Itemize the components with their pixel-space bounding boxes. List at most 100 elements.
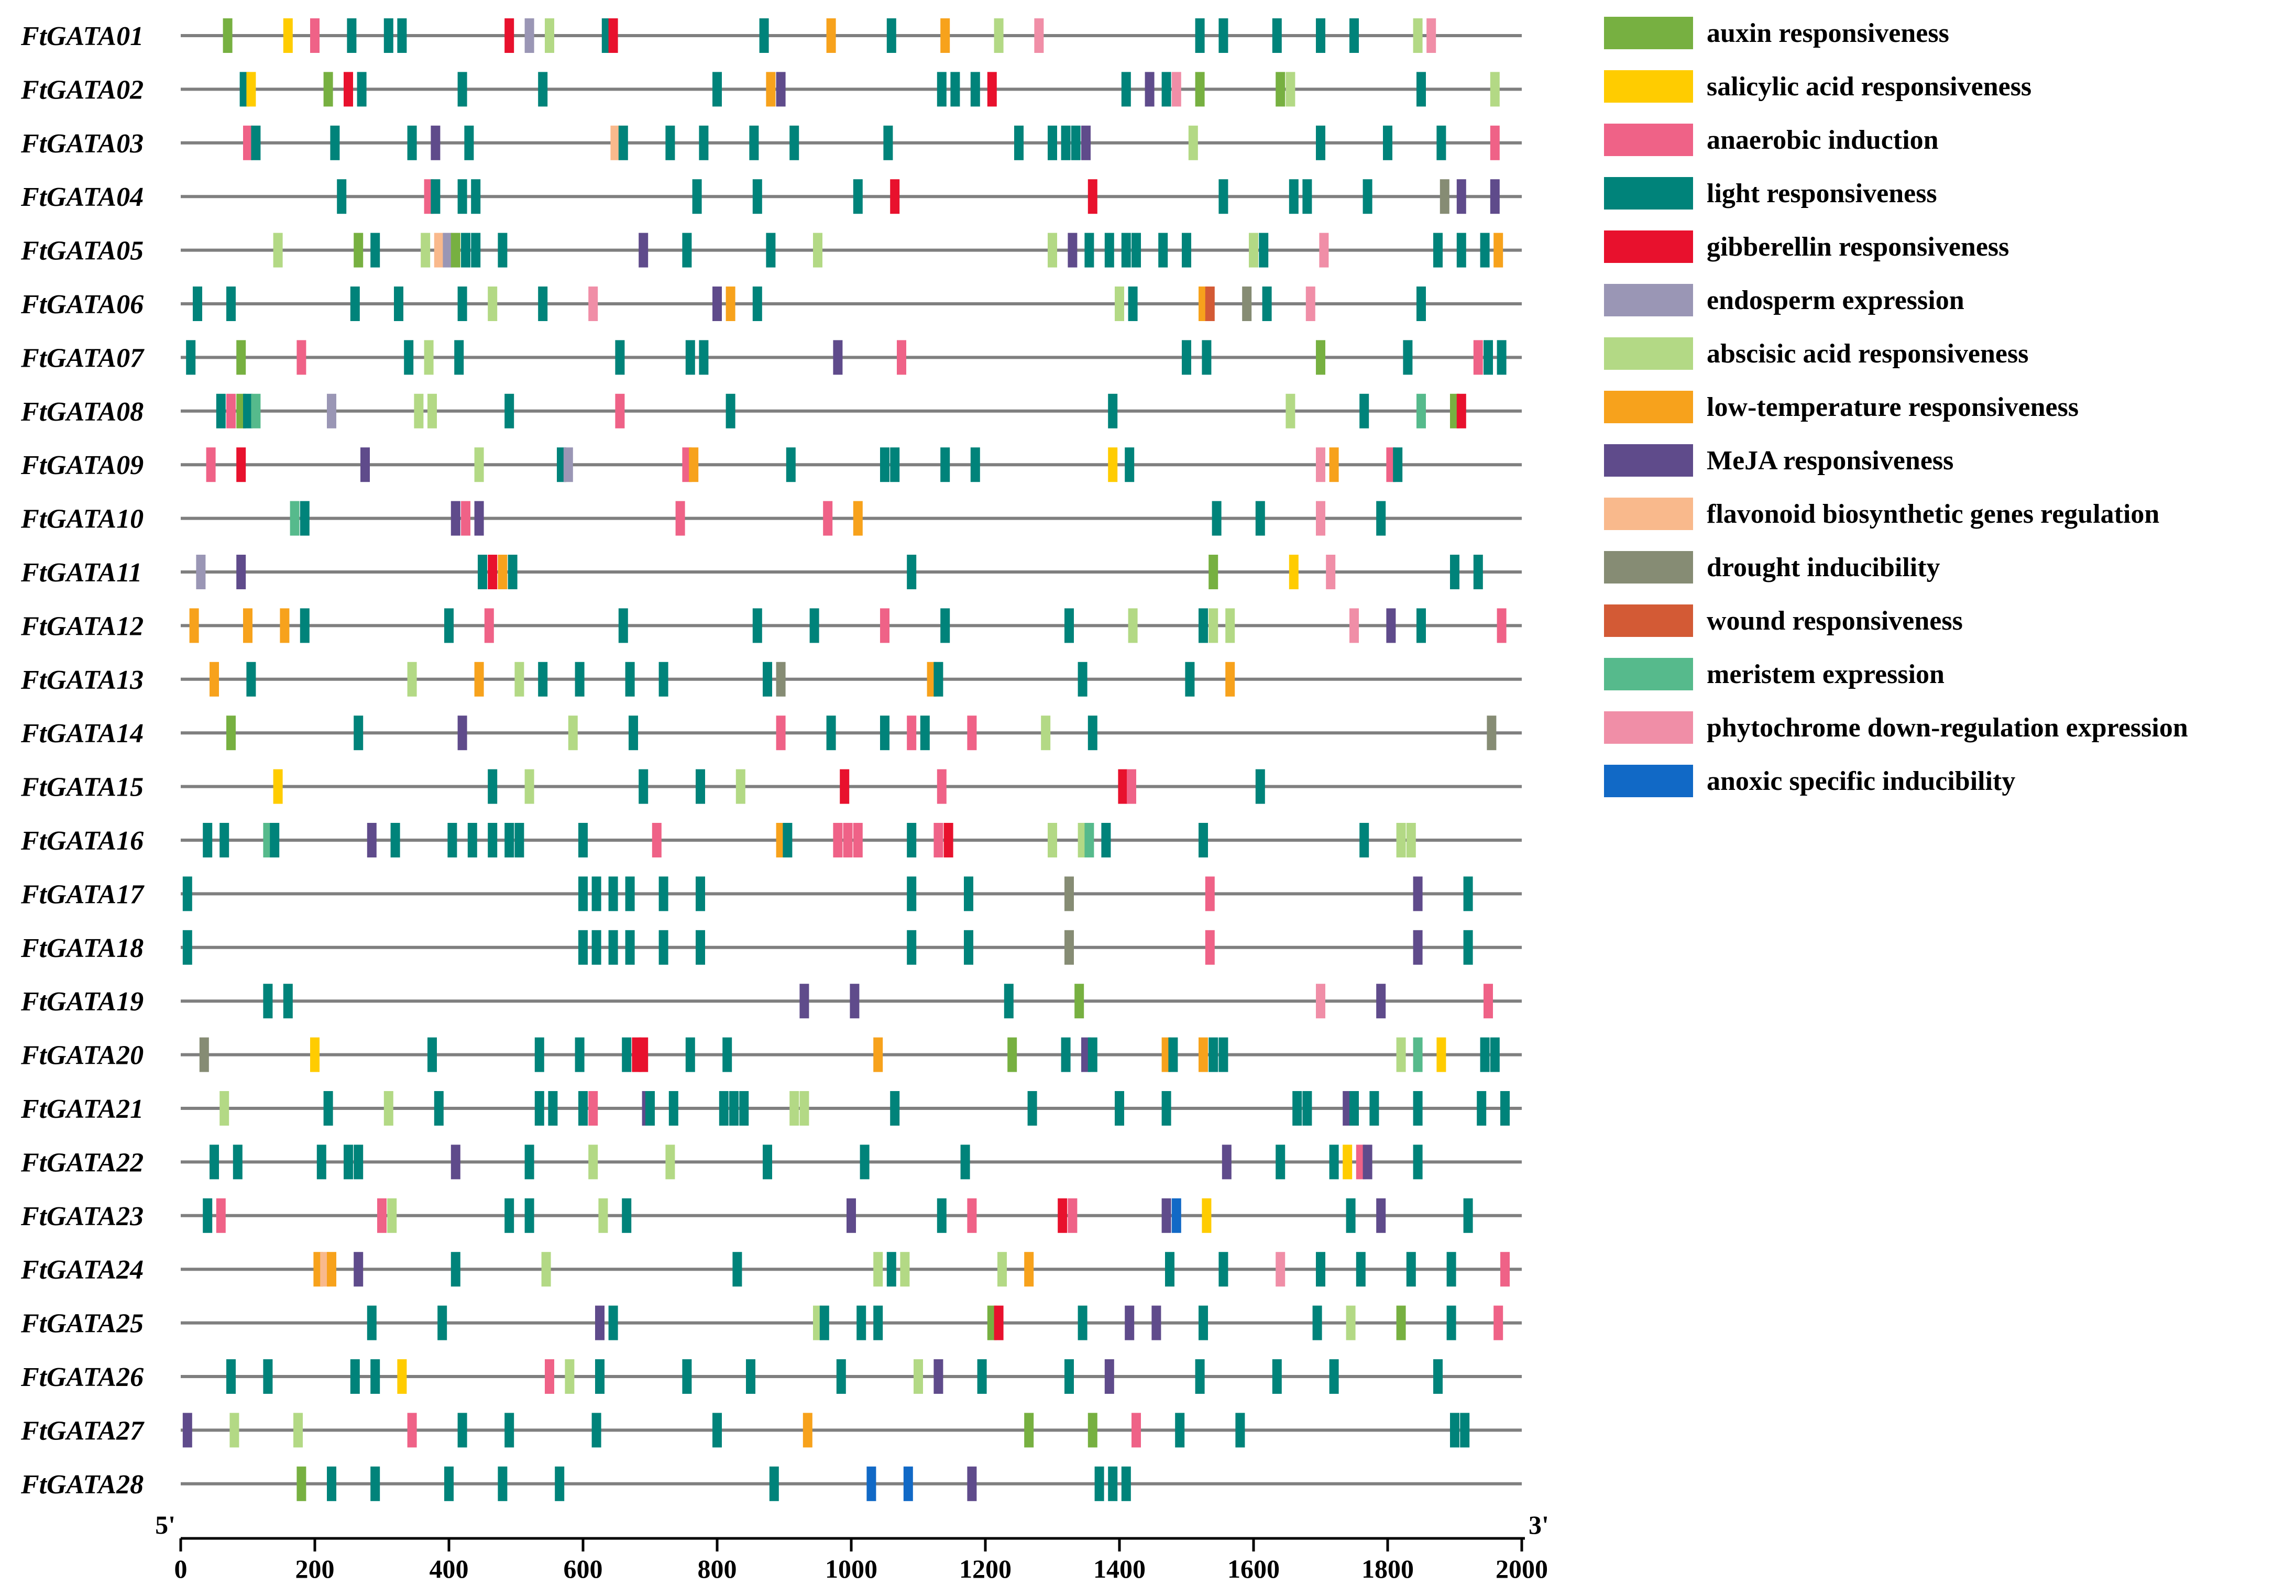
element-light [1276, 1144, 1286, 1180]
element-aba [229, 1413, 239, 1448]
gene-row: FtGATA25 [20, 1305, 1522, 1340]
element-phy [1316, 501, 1325, 536]
element-light [404, 340, 414, 375]
element-light [578, 1091, 588, 1126]
element-light [726, 393, 735, 428]
element-light [578, 930, 588, 965]
element-sa [1108, 447, 1118, 482]
element-drought [1064, 876, 1074, 911]
element-aba [1188, 125, 1198, 160]
element-lt [826, 18, 836, 53]
element-light [826, 716, 836, 751]
element-light [1255, 501, 1265, 536]
element-light [1182, 340, 1191, 375]
element-light [960, 1144, 970, 1180]
element-light [226, 287, 236, 321]
element-ga [236, 447, 246, 482]
element-aux [1276, 72, 1286, 107]
element-light [1195, 18, 1205, 53]
element-aux [323, 72, 333, 107]
element-sa [397, 1359, 407, 1394]
gene-label: FtGATA01 [20, 21, 144, 51]
element-aba [383, 1091, 393, 1126]
legend-swatch [1604, 17, 1693, 49]
element-ana [588, 1091, 598, 1126]
element-light [1185, 662, 1195, 697]
element-drought [1440, 179, 1449, 214]
gene-label: FtGATA12 [20, 611, 144, 641]
element-light [1235, 1413, 1245, 1448]
element-light [1104, 233, 1114, 268]
gene-row: FtGATA01 [20, 18, 1522, 53]
element-aba [900, 1252, 910, 1287]
element-ana [652, 823, 662, 857]
element-light [444, 1466, 454, 1501]
element-light [370, 233, 380, 268]
element-light [625, 662, 635, 697]
element-light [696, 876, 705, 911]
element-light [763, 1144, 772, 1180]
element-aba [735, 769, 745, 804]
element-lt [498, 555, 508, 589]
element-meja [933, 1359, 943, 1394]
element-light [625, 876, 635, 911]
element-light [575, 1037, 585, 1072]
element-light [534, 1091, 544, 1126]
element-light [970, 72, 980, 107]
element-light [880, 716, 889, 751]
element-ana [310, 18, 320, 53]
element-light [732, 1252, 742, 1287]
element-light [1218, 1037, 1228, 1072]
element-lt [1493, 233, 1503, 268]
element-light [1363, 179, 1372, 214]
element-light [1048, 125, 1057, 160]
element-light [964, 876, 973, 911]
element-aba [598, 1198, 608, 1233]
element-light [1484, 340, 1493, 375]
element-aba [665, 1144, 675, 1180]
element-aba [1286, 72, 1295, 107]
element-aux [1195, 72, 1205, 107]
element-meja [639, 233, 649, 268]
element-light [427, 1037, 437, 1072]
element-light [1255, 769, 1265, 804]
element-phy [1305, 287, 1315, 321]
element-light [856, 1305, 866, 1340]
element-ana [833, 823, 843, 857]
element-light [1199, 608, 1208, 643]
element-light [1416, 608, 1426, 643]
gene-row: FtGATA03 [20, 125, 1522, 160]
element-light [668, 1091, 678, 1126]
element-light [789, 125, 799, 160]
element-light [233, 1144, 243, 1180]
element-light [907, 876, 917, 911]
element-light [1199, 1305, 1208, 1340]
element-meja [847, 1198, 856, 1233]
element-light [1084, 233, 1094, 268]
element-lt [1199, 1037, 1208, 1072]
element-aba [524, 769, 534, 804]
element-aba [219, 1091, 229, 1126]
gene-label: FtGATA08 [20, 397, 144, 427]
legend-item: auxin responsiveness [1604, 17, 1949, 49]
legend-swatch [1604, 444, 1693, 477]
legend-label: anaerobic induction [1707, 125, 1939, 155]
element-aux [223, 18, 233, 53]
element-flav [610, 125, 620, 160]
element-light [752, 608, 762, 643]
element-lt [803, 1413, 812, 1448]
element-light [394, 287, 403, 321]
element-ana [377, 1198, 387, 1233]
element-light [739, 1091, 749, 1126]
element-light [182, 876, 192, 911]
element-light [1416, 72, 1426, 107]
element-sa [1343, 1144, 1353, 1180]
element-light [622, 1037, 632, 1072]
x-tick-label: 800 [698, 1554, 737, 1583]
element-light [658, 876, 668, 911]
element-light [1115, 1091, 1124, 1126]
element-ga [943, 823, 953, 857]
element-light [1383, 125, 1392, 160]
element-light [243, 393, 252, 428]
element-light [548, 1091, 558, 1126]
